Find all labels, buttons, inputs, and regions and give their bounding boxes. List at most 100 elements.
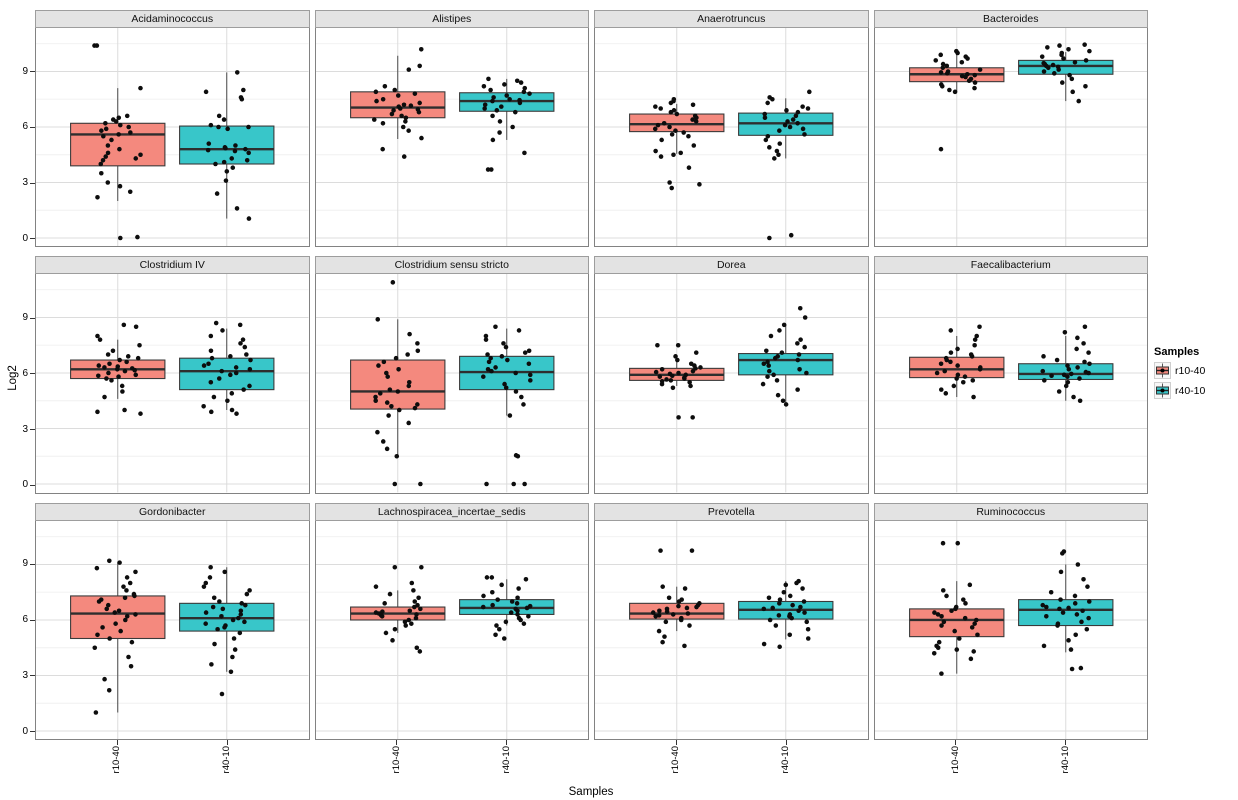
facet-title: Ruminococcus bbox=[976, 505, 1046, 518]
y-tick-label: 9 bbox=[22, 65, 28, 77]
x-tick-label: r40-10 bbox=[780, 746, 792, 792]
y-tick-mark bbox=[30, 373, 35, 375]
y-tick-mark bbox=[30, 484, 35, 486]
facet-panel bbox=[314, 28, 589, 248]
facet-gordonibacter: Gordonibacter bbox=[35, 502, 310, 740]
x-tick-mark bbox=[955, 740, 957, 745]
y-tick-label: 0 bbox=[22, 232, 28, 244]
jitter-points-r40-10 bbox=[761, 578, 811, 649]
facet-title: Faecalibacterium bbox=[970, 259, 1051, 272]
x-tick-label-text: r40-10 bbox=[780, 746, 792, 774]
facet-title: Prevotella bbox=[707, 505, 755, 518]
facet-faecalibacterium: Faecalibacterium bbox=[873, 256, 1148, 494]
legend-entries: r10-40 r40-10 bbox=[1154, 362, 1238, 399]
y-tick-mark bbox=[30, 182, 35, 184]
box-r40-10 bbox=[1017, 363, 1113, 381]
y-tick-mark bbox=[30, 429, 35, 431]
box-r10-40 bbox=[70, 122, 166, 167]
facet-alistipes: Alistipes bbox=[314, 10, 589, 248]
facet-plot bbox=[36, 520, 309, 739]
box-r40-10 bbox=[1017, 59, 1113, 75]
x-tick-label-text: r10-40 bbox=[670, 746, 682, 774]
x-axis-title: Samples bbox=[568, 786, 614, 798]
facet-acidaminococcus: Acidaminococcus bbox=[35, 10, 310, 248]
jitter-points-r40-10 bbox=[1039, 42, 1092, 104]
facet-plot bbox=[315, 28, 588, 247]
facet-panel bbox=[594, 28, 869, 248]
box-r40-10 bbox=[1017, 598, 1113, 626]
legend: Samples r10-40 r40-10 bbox=[1154, 346, 1238, 402]
facet-strip: Clostridium sensu stricto bbox=[314, 256, 589, 275]
x-tick-label-text: r40-10 bbox=[221, 746, 233, 774]
facet-prevotella: Prevotella bbox=[594, 502, 869, 740]
box-r10-40 bbox=[908, 607, 1004, 637]
y-tick-label: 3 bbox=[22, 669, 28, 681]
facet-strip: Ruminococcus bbox=[873, 502, 1148, 521]
x-tick-mark bbox=[116, 740, 118, 745]
x-tick-mark bbox=[506, 740, 508, 745]
jitter-points-r10-40 bbox=[931, 540, 980, 676]
y-tick-label: 9 bbox=[22, 312, 28, 323]
jitter-points-r10-40 bbox=[92, 43, 143, 241]
x-tick-label: r10-40 bbox=[111, 746, 123, 792]
jitter-points-r10-40 bbox=[934, 324, 983, 400]
x-tick-mark bbox=[1065, 740, 1067, 745]
facet-dorea: Dorea bbox=[594, 256, 869, 494]
jitter-points-r40-10 bbox=[481, 76, 532, 172]
facet-strip: Dorea bbox=[594, 256, 869, 275]
facet-plot bbox=[36, 28, 309, 247]
facet-panel bbox=[35, 28, 310, 248]
facet-plot bbox=[874, 28, 1147, 247]
legend-label: r10-40 bbox=[1175, 364, 1206, 377]
x-tick-label: r10-40 bbox=[950, 746, 961, 792]
facet-strip: Gordonibacter bbox=[35, 502, 310, 521]
facet-strip: Alistipes bbox=[314, 10, 589, 28]
x-tick-mark bbox=[675, 740, 677, 745]
facet-ruminococcus: Ruminococcus bbox=[873, 502, 1148, 740]
facet-clostridium-sensu-stricto: Clostridium sensu stricto bbox=[314, 256, 589, 494]
jitter-points-r10-40 bbox=[372, 280, 423, 487]
y-tick-label: 0 bbox=[22, 479, 28, 491]
facet-strip: Acidaminococcus bbox=[35, 10, 310, 28]
jitter-points-r40-10 bbox=[480, 574, 532, 641]
jitter-points-r10-40 bbox=[92, 558, 138, 715]
facet-panel bbox=[35, 520, 310, 740]
jitter-points-r40-10 bbox=[203, 70, 252, 221]
facet-strip: Faecalibacterium bbox=[873, 256, 1148, 275]
y-tick-mark bbox=[30, 238, 35, 240]
x-tick-mark bbox=[226, 740, 228, 745]
x-tick-mark bbox=[396, 740, 398, 745]
facet-plot bbox=[36, 274, 309, 493]
y-tick-label: 9 bbox=[22, 558, 28, 570]
box-r40-10 bbox=[179, 125, 275, 165]
y-tick-label: 6 bbox=[22, 614, 28, 626]
facet-strip: Prevotella bbox=[594, 502, 869, 521]
facet-panel bbox=[314, 274, 589, 494]
jitter-points-r40-10 bbox=[1039, 324, 1092, 404]
legend-key-boxplot-icon bbox=[1154, 382, 1171, 399]
facet-title: Bacteroides bbox=[983, 13, 1039, 25]
jitter-points-r10-40 bbox=[650, 547, 702, 648]
facet-title: Clostridium sensu stricto bbox=[394, 259, 509, 272]
x-tick-label: r40-10 bbox=[1060, 746, 1071, 792]
facet-plot bbox=[595, 28, 868, 247]
facet-plot bbox=[315, 274, 588, 493]
legend-entry-r40-10: r40-10 bbox=[1154, 382, 1238, 399]
facet-anaerotruncus: Anaerotruncus bbox=[594, 10, 869, 248]
jitter-points-r10-40 bbox=[652, 96, 702, 191]
y-tick-mark bbox=[30, 675, 35, 677]
facet-title: Alistipes bbox=[432, 13, 472, 25]
x-tick-mark bbox=[785, 740, 787, 745]
y-tick-mark bbox=[30, 71, 35, 73]
facet-title: Clostridium IV bbox=[139, 259, 205, 272]
facet-strip: Clostridium IV bbox=[35, 256, 310, 275]
jitter-points-r10-40 bbox=[653, 343, 703, 421]
x-tick-label: r10-40 bbox=[391, 746, 402, 792]
facet-title: Gordonibacter bbox=[138, 505, 206, 518]
box-r40-10 bbox=[179, 357, 275, 391]
facet-strip: Bacteroides bbox=[873, 10, 1148, 28]
x-tick-label: r10-40 bbox=[670, 746, 682, 792]
x-tick-label-text: r10-40 bbox=[111, 746, 123, 774]
legend-label: r40-10 bbox=[1175, 384, 1206, 397]
